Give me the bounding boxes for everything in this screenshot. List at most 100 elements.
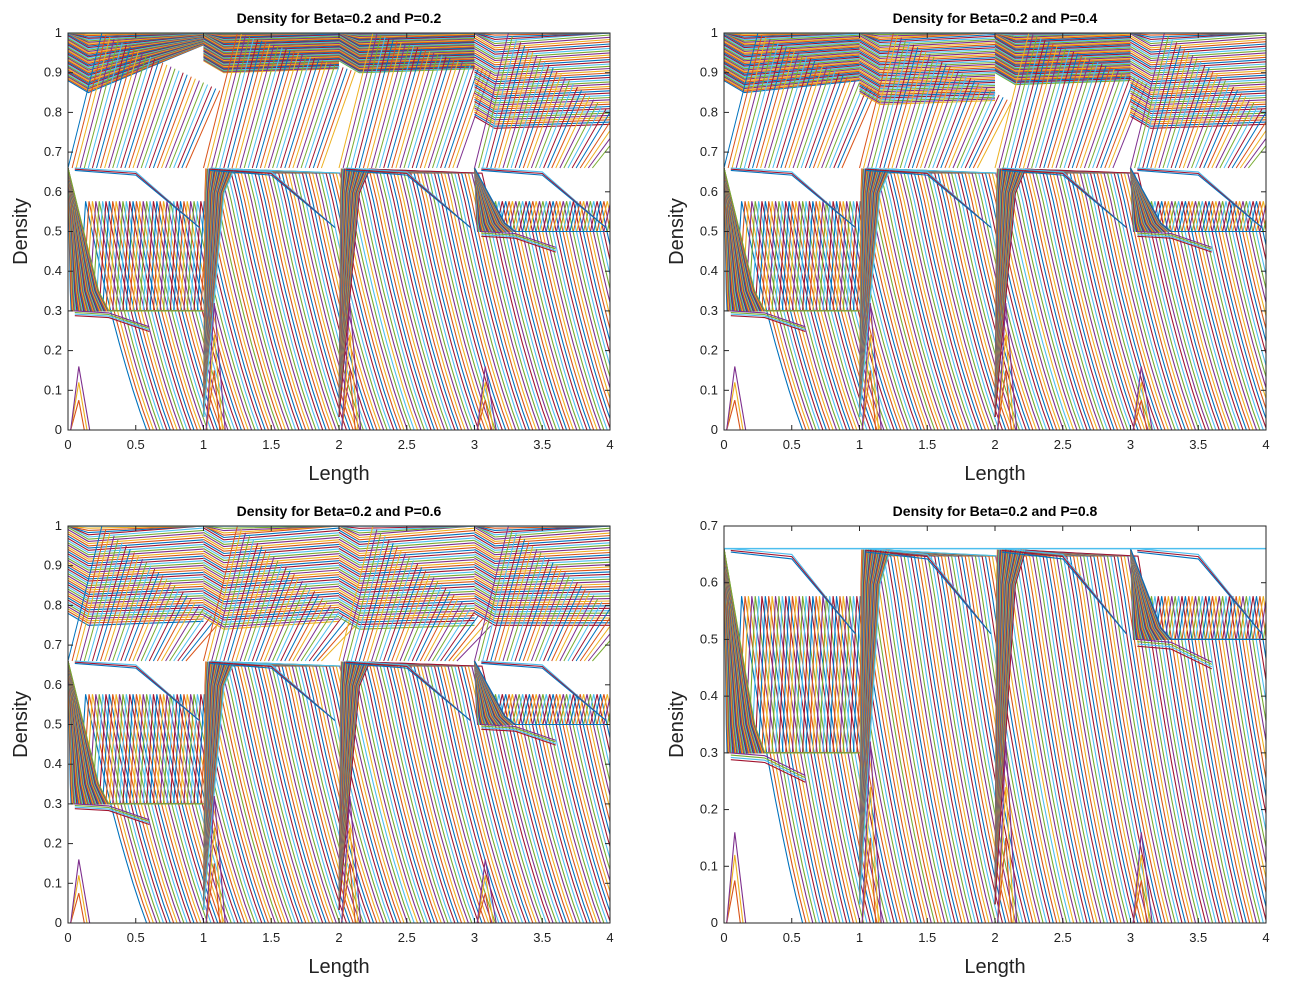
series-line	[559, 99, 595, 169]
series-line	[68, 544, 204, 558]
series-line	[152, 595, 188, 662]
series-line	[391, 50, 427, 169]
series-line	[1130, 94, 1266, 108]
series-line	[891, 51, 927, 169]
series-line	[185, 621, 221, 662]
series-line	[243, 46, 279, 169]
series-line	[481, 723, 556, 741]
series-line	[474, 69, 610, 83]
series-line	[859, 49, 996, 63]
series-line	[68, 551, 204, 565]
series-line	[994, 47, 1131, 60]
series-line	[859, 63, 996, 77]
series-line	[535, 575, 570, 662]
series-line	[1239, 129, 1266, 169]
series-line	[1166, 61, 1202, 169]
series-line	[994, 37, 1131, 51]
series-line	[68, 533, 204, 547]
series-line	[203, 40, 340, 54]
series-line	[68, 36, 204, 59]
series-line	[859, 39, 996, 53]
series-line	[338, 554, 475, 568]
series-line	[148, 591, 184, 662]
series-line	[724, 55, 860, 68]
series-line	[1130, 56, 1266, 70]
series-line	[539, 83, 574, 169]
series-line	[1130, 33, 1165, 169]
x-tick-label: 3.5	[1189, 930, 1207, 945]
y-axis-label: Density	[10, 198, 32, 265]
series-line	[482, 39, 517, 169]
series-line	[440, 611, 475, 662]
series-line	[796, 68, 832, 169]
series-group	[724, 547, 1266, 923]
series-line	[205, 334, 224, 430]
y-tick-label: 0.5	[44, 717, 62, 732]
series-line	[68, 577, 204, 591]
series-line	[316, 621, 352, 662]
x-tick-label: 0.5	[127, 930, 145, 945]
series-line	[68, 540, 204, 554]
series-line	[474, 71, 610, 85]
series-line	[1223, 105, 1259, 169]
x-tick-label: 3.5	[533, 437, 551, 452]
series-line	[476, 859, 497, 923]
series-line	[68, 41, 204, 80]
series-line	[358, 39, 394, 169]
series-line	[68, 590, 204, 604]
x-tick-label: 1.5	[918, 437, 936, 452]
series-line	[994, 67, 1131, 81]
y-tick-label: 0.4	[700, 263, 718, 278]
series-line	[474, 62, 610, 76]
series-line	[724, 39, 860, 53]
series-line	[338, 538, 475, 552]
series-line	[345, 662, 471, 721]
series-line	[203, 57, 340, 71]
x-tick-label: 0.5	[127, 437, 145, 452]
series-line	[203, 44, 340, 58]
series-line	[997, 786, 1015, 923]
series-line	[338, 564, 475, 578]
series-line	[506, 58, 542, 169]
series-line	[476, 893, 492, 923]
series-line	[502, 549, 538, 662]
series-line	[203, 605, 340, 619]
y-tick-label: 0.9	[44, 558, 62, 573]
series-line	[362, 546, 398, 662]
series-line	[68, 526, 204, 536]
series-line	[1130, 69, 1266, 83]
series-line	[152, 74, 188, 169]
series-line	[474, 82, 610, 95]
series-line	[456, 71, 492, 169]
series-line	[68, 40, 204, 76]
series-line	[203, 526, 340, 539]
y-tick-label: 0.3	[700, 745, 718, 760]
series-line	[300, 608, 336, 662]
series-line	[203, 580, 340, 594]
series-line	[203, 589, 340, 603]
series-line	[395, 574, 431, 662]
series-line	[203, 593, 340, 607]
y-tick-label: 0.7	[700, 144, 718, 159]
series-line	[724, 33, 860, 47]
series-line	[112, 54, 148, 169]
series-line	[338, 46, 475, 60]
series-line	[994, 65, 1131, 79]
series-line	[70, 893, 85, 923]
x-tick-label: 0	[720, 930, 727, 945]
series-line	[387, 567, 423, 662]
series-line	[994, 33, 1030, 169]
series-line	[559, 595, 595, 662]
series-line	[530, 77, 566, 169]
series-line	[338, 53, 475, 67]
series-line	[68, 526, 204, 534]
series-line	[1023, 44, 1058, 169]
series-line	[96, 46, 131, 169]
series-line	[583, 129, 610, 169]
series-line	[227, 546, 263, 662]
series-line	[724, 57, 860, 71]
series-line	[841, 90, 877, 169]
series-line	[338, 561, 475, 575]
series-line	[1130, 35, 1266, 49]
series-line	[1130, 37, 1266, 51]
